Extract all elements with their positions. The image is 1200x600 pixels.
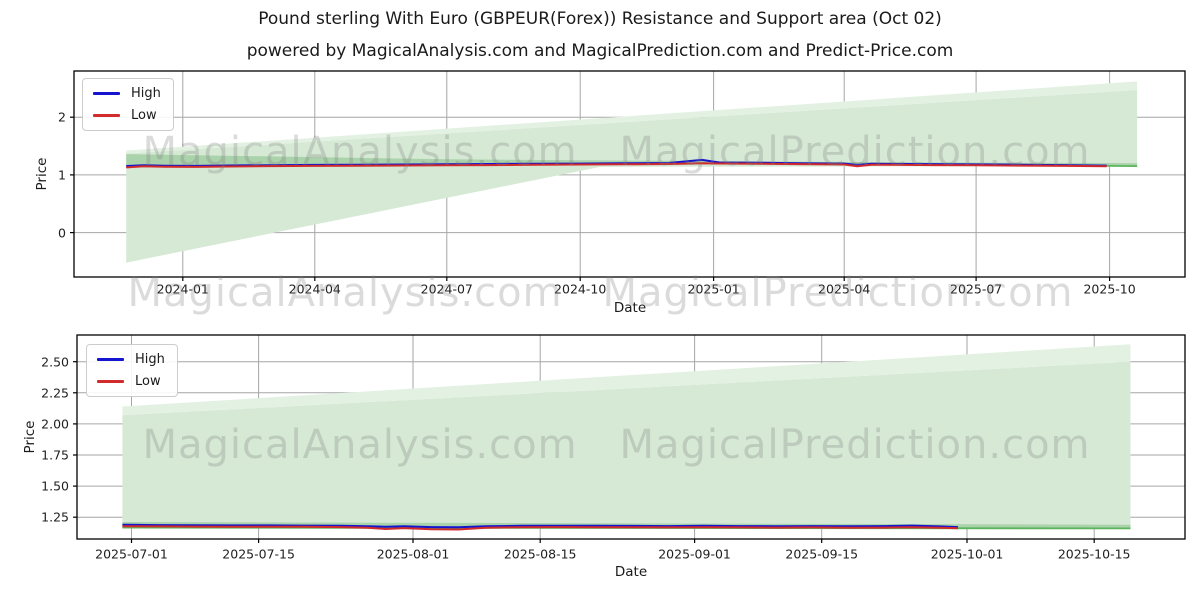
legend-label-high: High [131,86,161,101]
x-tick-label: 2024-01 [156,281,209,297]
legend-item-high: High [93,86,161,101]
y-tick-label: 2 [58,109,66,125]
legend-label-low: Low [135,374,161,389]
x-tick-label: 2024-04 [288,281,341,297]
legend-item-low: Low [97,374,165,389]
x-tick-label: 2025-07-15 [222,546,295,562]
x-tick-label: 2025-08-01 [376,546,450,562]
x-tick-label: 2025-10-01 [930,546,1004,562]
low-line [122,525,959,531]
legend-item-high: High [97,352,165,367]
y-axis-label-bottom: Price [22,420,38,454]
legend-label-high: High [135,352,165,367]
axes-spines [73,70,1186,278]
y-tick-label: 1.25 [41,509,69,525]
resistance-area-main [122,361,1131,529]
x-tick-label: 2025-01 [687,281,740,297]
low-line [126,162,1107,169]
y-tick-label: 1.50 [41,478,69,494]
resistance-area-main [126,90,1138,168]
resistance-area-upper-strip [126,81,1138,154]
high-line-swatch [97,358,124,361]
y-tick-label: 2.00 [41,416,69,432]
low-line-swatch [97,380,124,383]
high-line-swatch [93,92,120,95]
x-axis-label-top: Date [613,300,647,316]
y-tick-label: 1.75 [41,447,69,463]
x-tick-label: 2024-07 [420,281,473,297]
x-tick-label: 2025-10 [1083,281,1136,297]
x-tick-label: 2025-04 [818,281,871,297]
x-tick-label: 2024-10 [554,281,607,297]
legend-label-low: Low [131,108,157,123]
low-line-swatch [93,114,120,117]
chart-subtitle: powered by MagicalAnalysis.com and Magic… [246,41,954,61]
resistance-area-upper-strip [122,344,1131,416]
x-tick-label: 2025-07 [950,281,1003,297]
y-tick-label: 2.25 [41,385,69,401]
x-axis-label-bottom: Date [614,564,648,580]
legend-bottom-chart: High Low [86,344,178,397]
high-line [122,523,959,529]
x-tick-label: 2025-09-01 [658,546,731,562]
y-axis-label-top: Price [34,157,50,191]
legend-item-low: Low [93,108,161,123]
y-tick-label: 0 [58,225,66,241]
y-tick-label: 1 [58,167,66,183]
y-tick-label: 2.50 [41,354,69,370]
axes-spines [76,334,1186,540]
x-tick-label: 2025-09-15 [785,546,859,562]
x-tick-label: 2025-08-15 [503,546,577,562]
x-tick-label: 2025-10-15 [1057,546,1131,562]
chart-title: Pound sterling With Euro (GBPEUR(Forex))… [258,9,942,29]
legend-top-chart: High Low [82,78,174,131]
x-tick-label: 2025-07-01 [95,546,168,562]
support-area-below [126,163,615,263]
